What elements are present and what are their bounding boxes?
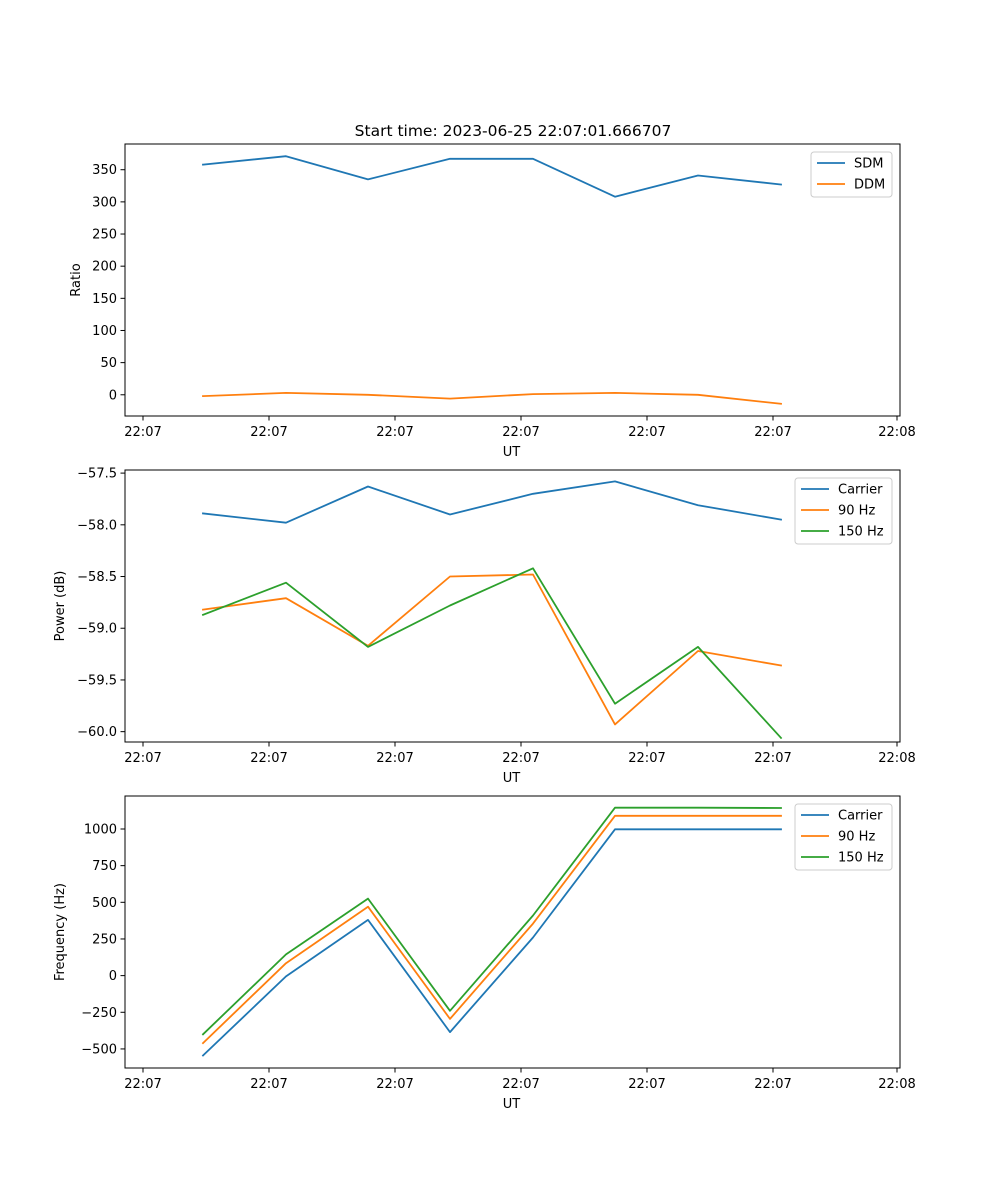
power-panel: 22:07 22:07 22:07 22:07 22:07 22:07 22:08 −60.0… [53, 467, 916, 786]
ratio-y-tick-label-7: 350 [92, 163, 117, 178]
ratio-series-line-0 [202, 155, 782, 198]
power-legend-label-0: Carrier [838, 483, 883, 498]
frequency-axes-frame [124, 795, 901, 1069]
ratio-x-tick-label-5: 22:07 [754, 425, 791, 440]
power-y-tick-label-2: −59.0 [77, 622, 117, 637]
frequency-y-tick-label-5: 750 [92, 859, 117, 874]
frequency-panel: 22:07 22:07 22:07 22:07 22:07 22:07 22:08 −500 −… [53, 795, 916, 1112]
power-x-tick-label-0: 22:07 [124, 751, 161, 766]
power-y-tick-label-1: −59.5 [77, 673, 117, 688]
power-x-tick-label-1: 22:07 [250, 751, 287, 766]
ratio-x-tick-label-4: 22:07 [628, 425, 665, 440]
ratio-legend-label-0: SDM [854, 157, 883, 172]
power-legend-box [794, 477, 893, 545]
frequency-x-tick-label-0: 22:07 [124, 1077, 161, 1092]
power-legend-label-1: 90 Hz [838, 504, 875, 519]
ratio-y-tick-label-5: 250 [92, 228, 117, 243]
power-x-tick-label-6: 22:08 [878, 751, 915, 766]
frequency-legend-label-0: Carrier [838, 809, 883, 824]
ratio-x-tick-label-6: 22:08 [878, 425, 915, 440]
power-y-axis-label: Power (dB) [53, 571, 68, 642]
ratio-y-tick-label-2: 100 [92, 324, 117, 339]
power-x-tick-label-3: 22:07 [502, 751, 539, 766]
ratio-y-tick-label-0: 0 [109, 388, 117, 403]
ratio-legend-label-1: DDM [854, 178, 885, 193]
frequency-legend-box [794, 803, 893, 871]
power-y-tick-label-5: −57.5 [77, 467, 117, 482]
ratio-axes-frame [124, 143, 901, 417]
power-x-axis-label: UT [503, 771, 521, 786]
frequency-y-tick-label-0: −500 [81, 1042, 117, 1057]
ratio-y-axis-label: Ratio [69, 263, 84, 296]
power-x-tick-label-4: 22:07 [628, 751, 665, 766]
ratio-legend: SDM DDM [810, 151, 893, 198]
power-x-tick-label-5: 22:07 [754, 751, 791, 766]
frequency-x-tick-label-3: 22:07 [502, 1077, 539, 1092]
frequency-x-tick-label-6: 22:08 [878, 1077, 915, 1092]
ratio-y-tick-label-6: 300 [92, 195, 117, 210]
ratio-x-tick-label-1: 22:07 [250, 425, 287, 440]
frequency-y-tick-label-4: 500 [92, 896, 117, 911]
ratio-y-tick-label-4: 200 [92, 260, 117, 275]
frequency-legend-label-2: 150 Hz [838, 851, 884, 866]
frequency-legend-label-1: 90 Hz [838, 830, 875, 845]
power-series-line-1 [201, 573, 783, 726]
frequency-y-tick-label-2: 0 [109, 969, 117, 984]
ratio-x-tick-label-0: 22:07 [124, 425, 161, 440]
frequency-x-tick-label-1: 22:07 [250, 1077, 287, 1092]
frequency-x-tick-label-5: 22:07 [754, 1077, 791, 1092]
frequency-y-axis-label: Frequency (Hz) [53, 883, 68, 981]
frequency-series-line-0 [201, 828, 782, 1057]
frequency-x-tick-label-2: 22:07 [376, 1077, 413, 1092]
frequency-y-tick-label-1: −250 [81, 1006, 117, 1021]
figure-title: Start time: 2023-06-25 22:07:01.666707 [355, 122, 672, 140]
power-y-tick-label-0: −60.0 [77, 725, 117, 740]
frequency-x-tick-label-4: 22:07 [628, 1077, 665, 1092]
frequency-y-tick-label-3: 250 [92, 932, 117, 947]
ratio-x-axis-label: UT [503, 445, 521, 460]
ratio-series-line-1 [202, 391, 782, 405]
ratio-y-tick-label-3: 150 [92, 292, 117, 307]
power-axes-frame [124, 469, 901, 743]
power-legend: Carrier 90 Hz 150 Hz [794, 477, 893, 545]
frequency-series-line-2 [201, 806, 782, 1036]
ratio-panel: 22:07 22:07 22:07 22:07 22:07 22:07 22:08 0 50 10… [69, 143, 916, 460]
frequency-x-axis-label: UT [503, 1097, 521, 1112]
ratio-x-tick-label-3: 22:07 [502, 425, 539, 440]
power-y-tick-label-4: −58.0 [77, 518, 117, 533]
frequency-legend: Carrier 90 Hz 150 Hz [794, 803, 893, 871]
frequency-y-tick-label-6: 1000 [84, 822, 117, 837]
frequency-series-line-1 [201, 814, 782, 1045]
power-series-line-0 [202, 480, 783, 524]
power-y-tick-label-3: −58.5 [77, 570, 117, 585]
power-series-line-2 [201, 567, 783, 740]
ratio-y-tick-label-1: 50 [100, 356, 117, 371]
power-x-tick-label-2: 22:07 [376, 751, 413, 766]
ratio-x-tick-label-2: 22:07 [376, 425, 413, 440]
power-legend-label-2: 150 Hz [838, 525, 884, 540]
